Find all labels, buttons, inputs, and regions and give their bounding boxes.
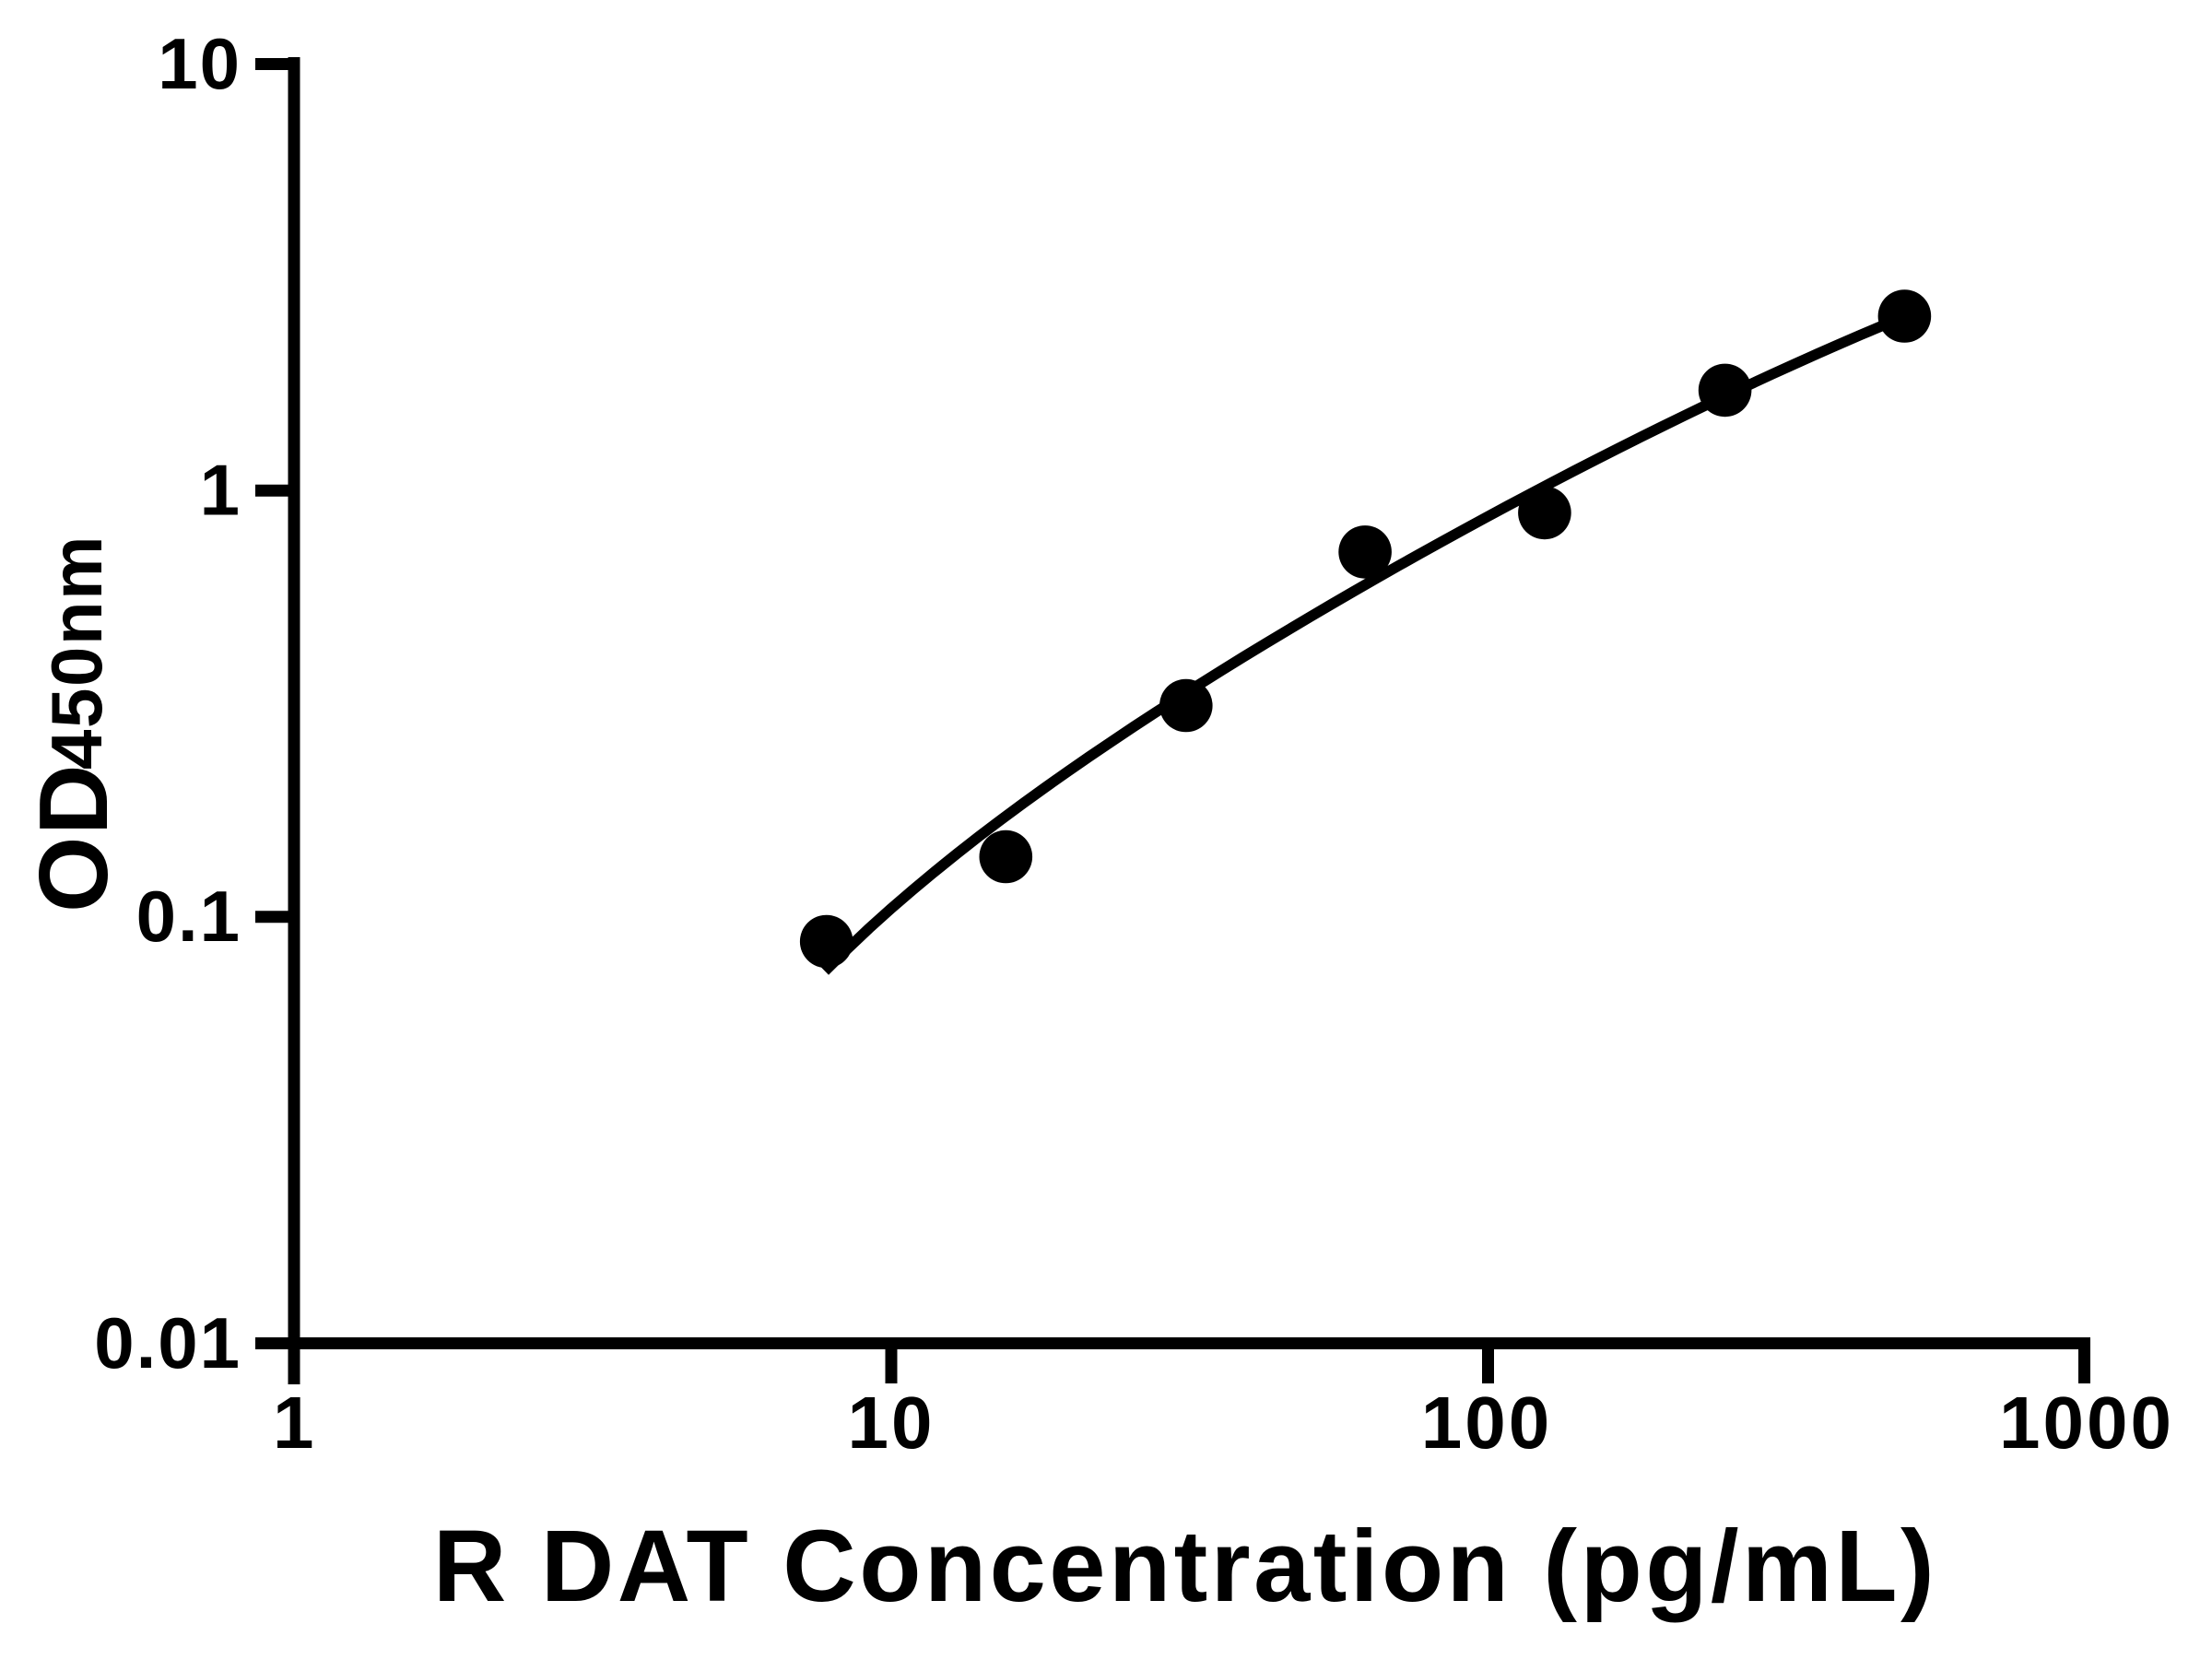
svg-text:0.01: 0.01 [94,1302,241,1383]
svg-text:100: 100 [1421,1382,1552,1464]
svg-text:1000: 1000 [1999,1382,2174,1464]
svg-text:10: 10 [848,1382,935,1464]
svg-text:0.1: 0.1 [136,876,241,957]
svg-text:OD: OD [19,763,128,912]
svg-text:10: 10 [158,23,241,104]
svg-text:R DAT Concentration (pg/mL): R DAT Concentration (pg/mL) [433,1510,1937,1623]
svg-text:450nm: 450nm [36,535,117,770]
svg-text:1: 1 [200,450,241,531]
svg-text:1: 1 [273,1382,317,1464]
